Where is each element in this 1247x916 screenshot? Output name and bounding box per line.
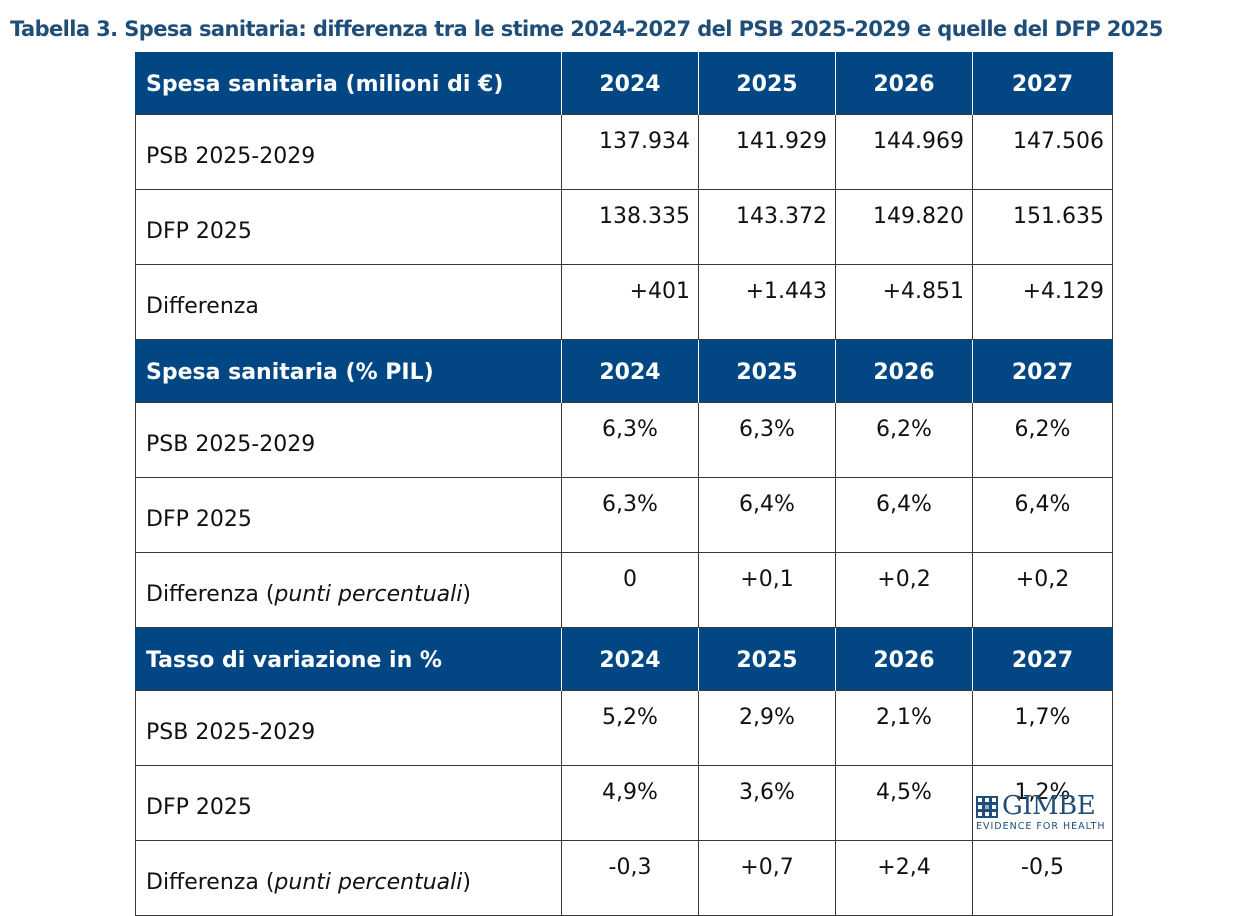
table-cell: 6,3%	[561, 402, 699, 478]
table-cell: 6,2%	[835, 402, 973, 478]
row-label-text: DFP 2025	[146, 794, 252, 820]
row-label-text: Differenza	[146, 869, 259, 895]
year-header: 2024	[561, 627, 699, 691]
table-cell: 143.372	[698, 189, 836, 265]
table-row: PSB 2025-2029 137.934 141.929 144.969 147.50…	[135, 114, 1113, 190]
table-cell: 5,2%	[561, 690, 699, 766]
table-cell: -0,5	[972, 840, 1113, 916]
row-label: DFP 2025	[135, 765, 562, 841]
table-cell: 6,3%	[698, 402, 836, 478]
table-cell: 4,5%	[835, 765, 973, 841]
table-row: PSB 2025-2029 5,2% 2,9% 2,1% 1,7%	[135, 690, 1113, 766]
row-label: Differenza (punti percentuali)	[135, 552, 562, 628]
row-label-unit: punti percentuali	[274, 869, 463, 895]
table-cell: 2,9%	[698, 690, 836, 766]
row-label-text: Differenza	[146, 293, 259, 319]
table-cell: 149.820	[835, 189, 973, 265]
table-cell: 137.934	[561, 114, 699, 190]
section-header-label: Spesa sanitaria (% PIL)	[135, 339, 562, 403]
row-label: Differenza (punti percentuali)	[135, 840, 562, 916]
table-cell: +0,2	[972, 552, 1113, 628]
row-label-text: PSB 2025-2029	[146, 143, 316, 169]
table-row: Differenza (punti percentuali) 0 +0,1 +0,2 +…	[135, 552, 1113, 628]
row-label: Differenza	[135, 264, 562, 340]
table-cell: 0	[561, 552, 699, 628]
year-header: 2026	[835, 627, 973, 691]
logo-tagline: EVIDENCE FOR HEALTH	[976, 821, 1106, 832]
table-cell: +401	[561, 264, 699, 340]
table-row: DFP 2025 138.335 143.372 149.820 151.635	[135, 189, 1113, 265]
table-title: Tabella 3. Spesa sanitaria: differenza t…	[10, 17, 1163, 41]
table-row: Differenza (punti percentuali) -0,3 +0,7 +2…	[135, 840, 1113, 916]
row-label-text: Differenza	[146, 581, 259, 607]
table-cell: +4.851	[835, 264, 973, 340]
table-cell: -0,3	[561, 840, 699, 916]
section-header-row: Tasso di variazione in % 2024 2025 2026 2027	[135, 627, 1113, 691]
table-cell: +0,7	[698, 840, 836, 916]
table-cell: 151.635	[972, 189, 1113, 265]
gimbe-grid-logo-icon	[976, 796, 998, 818]
row-label: DFP 2025	[135, 189, 562, 265]
table-row: DFP 2025 4,9% 3,6% 4,5% 1,2%	[135, 765, 1113, 841]
table-cell: 6,3%	[561, 477, 699, 553]
section-header-label: Spesa sanitaria (milioni di €)	[135, 52, 562, 115]
table-cell: +1.443	[698, 264, 836, 340]
row-label-text: PSB 2025-2029	[146, 431, 316, 457]
table-cell: 144.969	[835, 114, 973, 190]
row-label: PSB 2025-2029	[135, 114, 562, 190]
spesa-sanitaria-table: Spesa sanitaria (milioni di €) 2024 2025 20…	[135, 52, 1113, 916]
year-header: 2024	[561, 339, 699, 403]
section-header-row: Spesa sanitaria (milioni di €) 2024 2025 20…	[135, 52, 1113, 115]
year-header: 2025	[698, 627, 836, 691]
section-header-row: Spesa sanitaria (% PIL) 2024 2025 2026 2027	[135, 339, 1113, 403]
logo-name: GIMBE	[1002, 791, 1096, 821]
year-header: 2026	[835, 52, 973, 115]
table-cell: 6,4%	[698, 477, 836, 553]
year-header: 2025	[698, 339, 836, 403]
table-cell: 4,9%	[561, 765, 699, 841]
table-cell: 6,4%	[972, 477, 1113, 553]
gimbe-logo: GIMBE EVIDENCE FOR HEALTH	[976, 791, 1116, 836]
table-cell: 138.335	[561, 189, 699, 265]
row-label: DFP 2025	[135, 477, 562, 553]
row-label: PSB 2025-2029	[135, 690, 562, 766]
table-cell: 141.929	[698, 114, 836, 190]
table-cell: 1,7%	[972, 690, 1113, 766]
year-header: 2026	[835, 339, 973, 403]
table-cell: 6,4%	[835, 477, 973, 553]
table-row: Differenza +401 +1.443 +4.851 +4.129	[135, 264, 1113, 340]
table-cell: 2,1%	[835, 690, 973, 766]
row-label-unit: punti percentuali	[274, 581, 463, 607]
table-cell: +2,4	[835, 840, 973, 916]
year-header: 2027	[972, 627, 1113, 691]
table-row: DFP 2025 6,3% 6,4% 6,4% 6,4%	[135, 477, 1113, 553]
row-label: PSB 2025-2029	[135, 402, 562, 478]
table-row: PSB 2025-2029 6,3% 6,3% 6,2% 6,2%	[135, 402, 1113, 478]
table-cell: +0,1	[698, 552, 836, 628]
year-header: 2024	[561, 52, 699, 115]
year-header: 2027	[972, 339, 1113, 403]
row-label-text: DFP 2025	[146, 218, 252, 244]
table-cell: 147.506	[972, 114, 1113, 190]
table-cell: +4.129	[972, 264, 1113, 340]
section-header-label: Tasso di variazione in %	[135, 627, 562, 691]
table-cell: 3,6%	[698, 765, 836, 841]
row-label-text: PSB 2025-2029	[146, 719, 316, 745]
year-header: 2025	[698, 52, 836, 115]
year-header: 2027	[972, 52, 1113, 115]
table-cell: 6,2%	[972, 402, 1113, 478]
table-cell: +0,2	[835, 552, 973, 628]
row-label-text: DFP 2025	[146, 506, 252, 532]
